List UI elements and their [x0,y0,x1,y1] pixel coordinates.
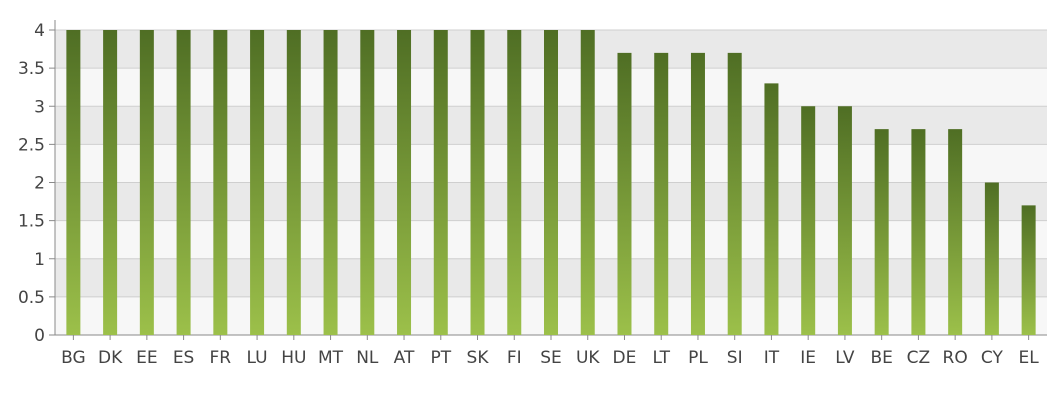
x-category-label: SE [540,348,562,368]
bar-se: SE: 4 [544,30,558,335]
bar-pl: PL: 3.7 [690,52,705,335]
bars: BG: 4 DK: 4 EE: 4 ES: 4 FR: 4 LU: 4 HU: 4 MT: 4… [66,30,1036,335]
x-category-label: FR [210,348,232,368]
bar-cz: CZ: 2.7 [911,129,926,335]
bar-si: SI: 3.7 [727,52,742,335]
x-category-label: PL [688,348,708,368]
bar-pt: PT: 4 [433,30,448,335]
bar-ee: EE: 4 [139,30,154,335]
bar-fi: FI: 4 [507,30,522,335]
bar-lv: LV: 3 [837,106,852,335]
bar-es: ES: 4 [176,30,191,335]
x-category-label: LU [247,348,268,368]
x-category-label: HU [281,348,306,368]
bar-dk: DK: 4 [103,30,118,335]
bar-lu: LU: 4 [250,30,265,335]
x-category-label: AT [394,348,415,368]
x-category-label: SK [467,348,490,368]
y-tick-label: 2 [34,174,45,194]
x-category-label: LT [652,348,670,368]
bar-uk: UK: 4 [580,30,595,335]
x-category-label: EE [136,348,157,368]
x-category-label: PT [430,348,451,368]
x-category-label: FI [507,348,522,368]
bar-mt: MT: 4 [323,30,338,335]
bar-nl: NL: 4 [360,30,375,335]
bar-hu: HU: 4 [286,30,301,335]
y-tick-label: 0.5 [18,288,45,308]
x-category-label: DK [98,348,123,368]
bar-cy: CY: 2 [984,182,999,335]
y-tick-label: 3.5 [18,59,45,79]
y-tick-label: 1.5 [18,212,45,232]
x-category-label: CY [981,348,1004,368]
x-category-label: BG [61,348,86,368]
bar-ro: RO: 2.7 [948,129,963,335]
x-category-label: BE [870,348,892,368]
x-category-label: ES [173,348,195,368]
bar-bg: BG: 4 [66,30,81,335]
bar-at: AT: 4 [397,30,412,335]
x-category-label: SI [727,348,743,368]
x-category-label: LV [835,348,855,368]
x-category-label: IE [800,348,816,368]
bar-sk: SK: 4 [470,30,485,335]
y-tick-label: 1 [34,250,45,270]
bar-lt: LT: 3.7 [654,52,669,335]
bar-fr: FR: 4 [213,30,228,335]
y-tick-label: 2.5 [18,135,45,155]
x-category-label: RO [943,348,968,368]
y-tick-label: 3 [34,97,45,117]
x-axis-category-labels: BG DK EE ES FR LU HU MT NL AT PT SK FI SE UK DE LT PL SI IT… [61,348,1039,368]
bar-de: DE: 3.7 [617,52,632,335]
x-category-label: IT [764,348,780,368]
y-axis-tick-labels: 0 0.5 1 1.5 2 2.5 3 3.5 4 [18,21,45,346]
x-category-label: EL [1019,348,1040,368]
x-category-label: UK [576,348,600,368]
bar-be: BE: 2.7 [874,129,889,335]
y-tick-label: 4 [34,21,45,41]
x-category-label: DE [613,348,637,368]
x-category-label: CZ [907,348,931,368]
y-tick-label: 0 [34,326,45,346]
bar-it: IT: 3.3 [764,83,779,335]
x-category-label: MT [318,348,344,368]
bar-el: EL: 1.7 [1021,205,1036,335]
x-category-label: NL [356,348,379,368]
bar-ie: IE: 3 [801,106,816,335]
